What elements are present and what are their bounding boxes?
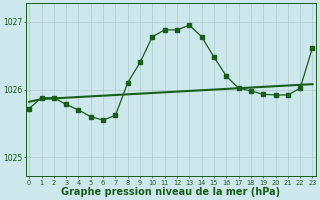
- X-axis label: Graphe pression niveau de la mer (hPa): Graphe pression niveau de la mer (hPa): [61, 187, 280, 197]
